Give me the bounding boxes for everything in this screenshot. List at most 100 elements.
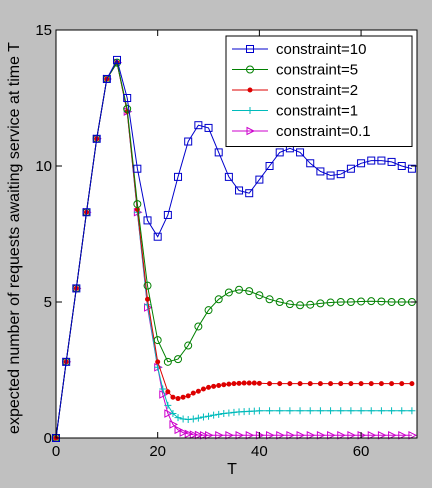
data-point	[368, 381, 374, 387]
data-point	[407, 164, 416, 173]
data-point	[133, 164, 142, 173]
legend-label: constraint=1	[276, 103, 358, 120]
legend-entry: constraint=10	[232, 41, 366, 58]
data-point	[245, 189, 254, 198]
data-point	[337, 430, 346, 440]
data-point	[214, 148, 223, 157]
data-point	[215, 410, 223, 418]
data-point	[265, 295, 274, 304]
data-point	[296, 148, 305, 157]
data-point	[388, 407, 396, 415]
data-point	[92, 134, 101, 143]
data-point	[357, 297, 366, 306]
data-point	[327, 407, 335, 415]
legend-swatch-marker	[246, 126, 256, 136]
data-point	[216, 383, 222, 389]
data-point	[174, 355, 183, 364]
data-point	[287, 381, 293, 387]
data-point	[200, 386, 206, 392]
data-point	[387, 157, 396, 166]
data-point	[184, 416, 192, 424]
data-point	[286, 407, 294, 415]
data-point	[194, 121, 203, 130]
data-point	[82, 208, 91, 217]
data-point	[336, 298, 345, 306]
data-point	[224, 172, 233, 181]
data-point	[174, 425, 184, 435]
data-point	[62, 357, 71, 366]
data-point	[134, 207, 140, 213]
data-point	[275, 298, 284, 306]
data-point	[189, 430, 199, 440]
data-point	[367, 430, 377, 440]
data-point	[235, 285, 244, 294]
y-tick-label: 5	[44, 294, 52, 311]
data-point	[348, 381, 354, 387]
data-point	[316, 299, 325, 308]
data-point	[123, 104, 132, 113]
data-point	[398, 430, 407, 440]
series-constraint-10	[52, 55, 416, 442]
data-point	[358, 381, 364, 387]
data-point	[387, 298, 396, 306]
data-point	[377, 430, 387, 440]
y-axis-label: expected number of requests awaiting ser…	[6, 42, 23, 434]
data-point	[169, 420, 179, 429]
data-point	[163, 357, 172, 366]
data-point	[377, 156, 386, 165]
data-point	[169, 410, 177, 418]
data-point	[367, 407, 375, 415]
data-point	[145, 296, 151, 302]
data-point	[327, 430, 336, 440]
data-point	[159, 390, 168, 399]
data-point	[174, 172, 183, 181]
legend-label: constraint=0.1	[276, 123, 371, 140]
data-point	[328, 381, 334, 387]
data-point	[220, 410, 228, 418]
data-point	[153, 336, 162, 345]
data-point	[297, 381, 303, 387]
data-point	[409, 381, 415, 387]
data-point	[236, 380, 242, 386]
data-point	[306, 407, 314, 415]
legend-label: constraint=5	[276, 62, 358, 79]
x-axis-label: T	[227, 461, 237, 478]
data-point	[306, 300, 315, 309]
data-point	[179, 428, 189, 437]
data-point	[211, 383, 217, 389]
data-point	[199, 413, 207, 421]
data-point	[336, 170, 345, 179]
series-layer	[52, 55, 418, 443]
data-point	[143, 281, 152, 290]
x-tick-label: 40	[251, 443, 268, 460]
legend: constraint=10 constraint=5 constraint=2 con…	[225, 35, 413, 147]
data-point	[399, 381, 405, 387]
data-point	[185, 393, 191, 399]
data-point	[170, 394, 176, 400]
series-constraint-2	[53, 60, 415, 441]
data-point	[241, 380, 247, 386]
legend-entry: constraint=5	[232, 62, 358, 79]
data-point	[184, 341, 193, 350]
data-point	[367, 156, 376, 165]
data-point	[180, 394, 186, 400]
data-point	[317, 381, 323, 387]
data-point	[204, 306, 213, 315]
legend-label: constraint=10	[276, 41, 366, 58]
data-point	[225, 430, 234, 440]
data-point	[195, 388, 201, 394]
data-point	[164, 409, 173, 418]
data-point	[347, 430, 357, 440]
data-point	[275, 148, 284, 157]
data-point	[277, 381, 283, 387]
data-point	[199, 430, 209, 440]
data-point	[214, 295, 223, 304]
data-point	[377, 407, 385, 415]
data-point	[389, 381, 395, 387]
data-point	[224, 288, 233, 297]
legend-swatch-marker	[246, 45, 254, 53]
data-point	[179, 415, 187, 423]
data-point	[235, 186, 244, 195]
data-point	[286, 430, 296, 440]
